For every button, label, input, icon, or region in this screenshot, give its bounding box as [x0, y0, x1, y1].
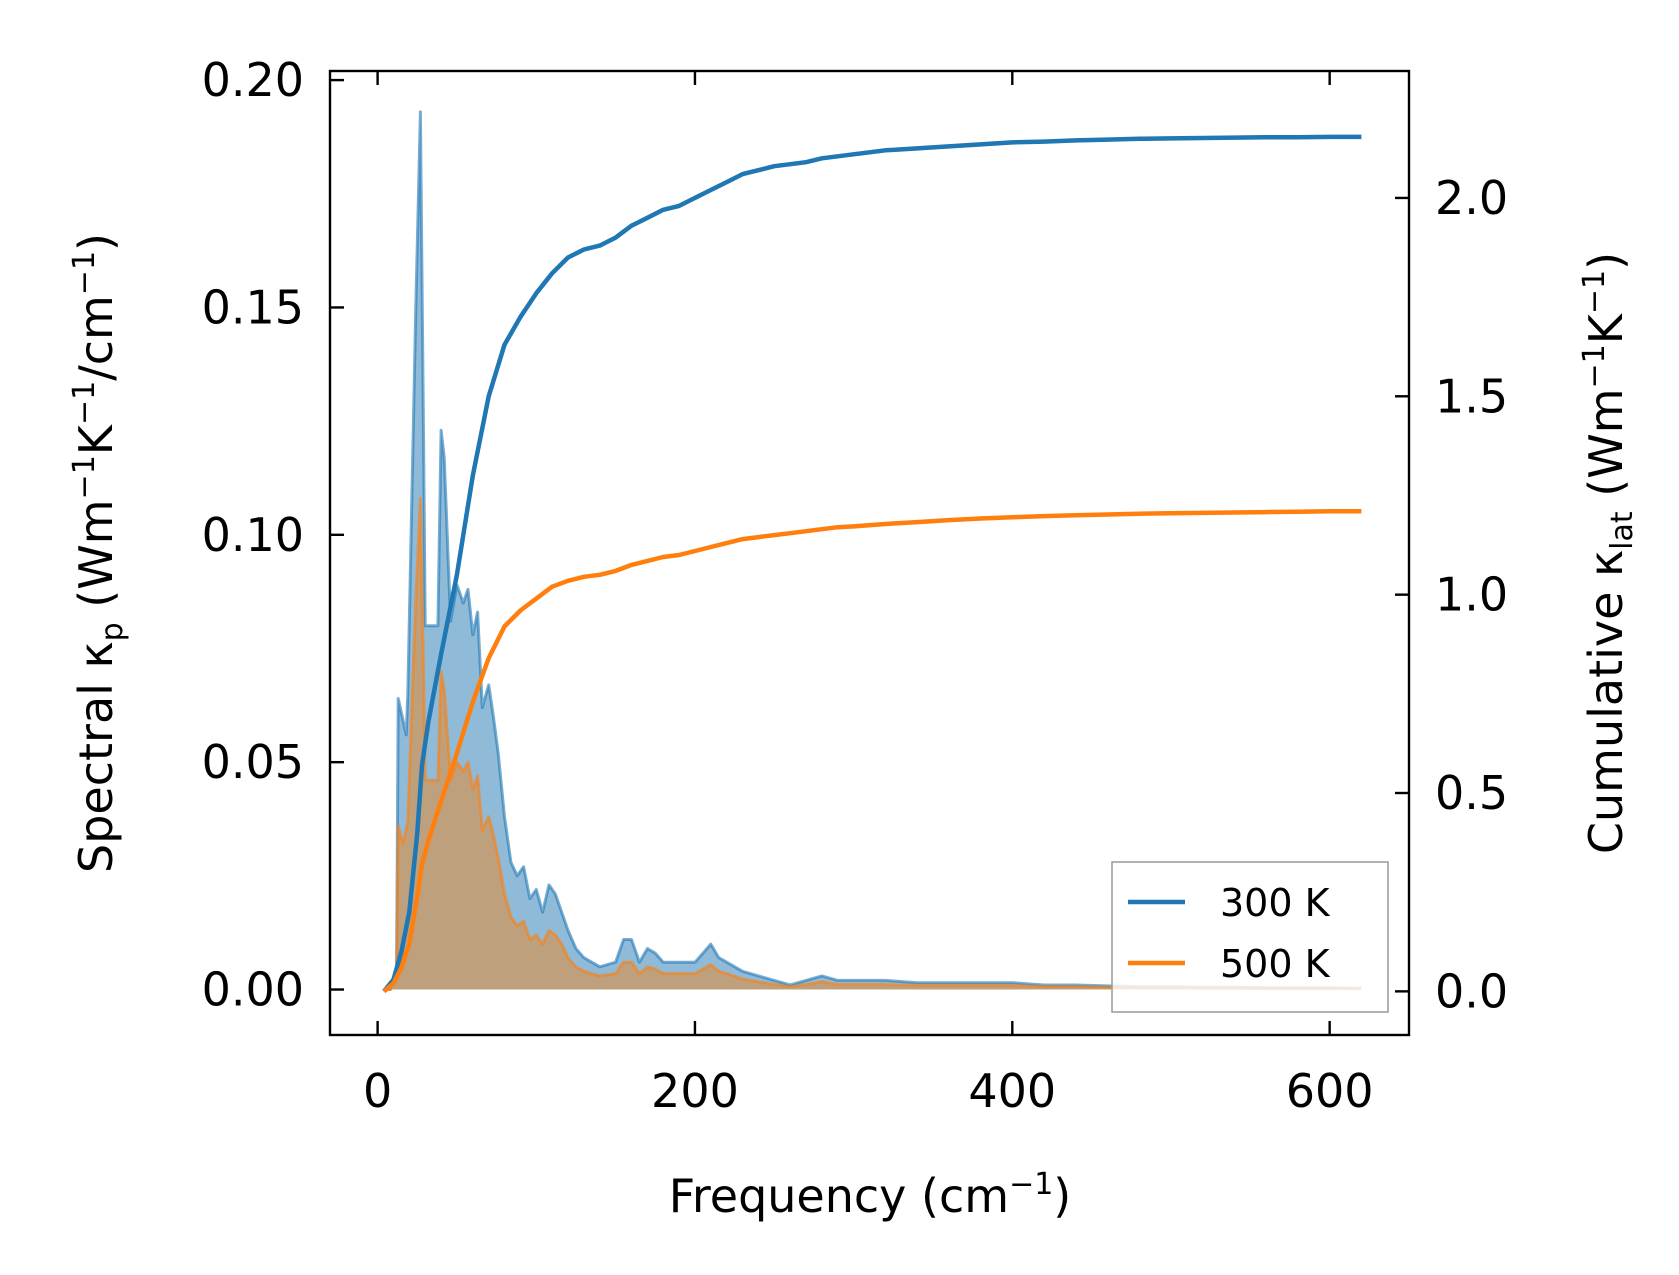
cumulative-line-500k	[382, 509, 1362, 994]
x-axis-title: Frequency (cm−1)	[669, 1167, 1072, 1223]
y-left-tick-label: 0.10	[202, 508, 304, 562]
y-right-tick-label: 2.0	[1435, 171, 1508, 225]
y-left-tick-label: 0.20	[202, 53, 304, 107]
y-left-tick-label: 0.05	[202, 735, 304, 789]
spectral-fill-500k	[383, 498, 1362, 990]
y-right-axis-title: Cumulative κlat (Wm−1K−1)	[1577, 252, 1640, 854]
spectral-line-300k	[383, 110, 1362, 991]
y-right-tick-label: 1.0	[1435, 568, 1508, 622]
tick-marks: 0 200 400 600 0.00 0.05 0.10 0.15 0.20 0.0 0.5 1.0 1…	[202, 53, 1509, 1118]
x-tick-label: 600	[1286, 1064, 1374, 1118]
y-left-tick-label: 0.00	[202, 963, 304, 1017]
x-tick-label: 200	[651, 1064, 739, 1118]
spectral-line-500k	[383, 496, 1362, 991]
axes-frame	[328, 69, 1411, 1037]
x-tick-label: 400	[968, 1064, 1056, 1118]
legend-label-300k: 300 K	[1220, 881, 1331, 925]
legend: 300 K 500 K	[1111, 861, 1389, 1013]
legend-box	[1111, 861, 1389, 1013]
y-right-tick-label: 0.5	[1435, 766, 1508, 820]
y-left-tick-label: 0.15	[202, 280, 304, 334]
legend-label-500k: 500 K	[1220, 942, 1331, 986]
y-left-axis-title: Spectral κp (Wm−1K−1/cm−1)	[67, 233, 130, 873]
cumulative-line-300k	[382, 134, 1362, 993]
plot-area	[382, 110, 1362, 994]
y-right-tick-label: 1.5	[1435, 369, 1508, 423]
y-right-tick-label: 0.0	[1435, 964, 1508, 1018]
x-tick-label: 0	[363, 1064, 392, 1118]
